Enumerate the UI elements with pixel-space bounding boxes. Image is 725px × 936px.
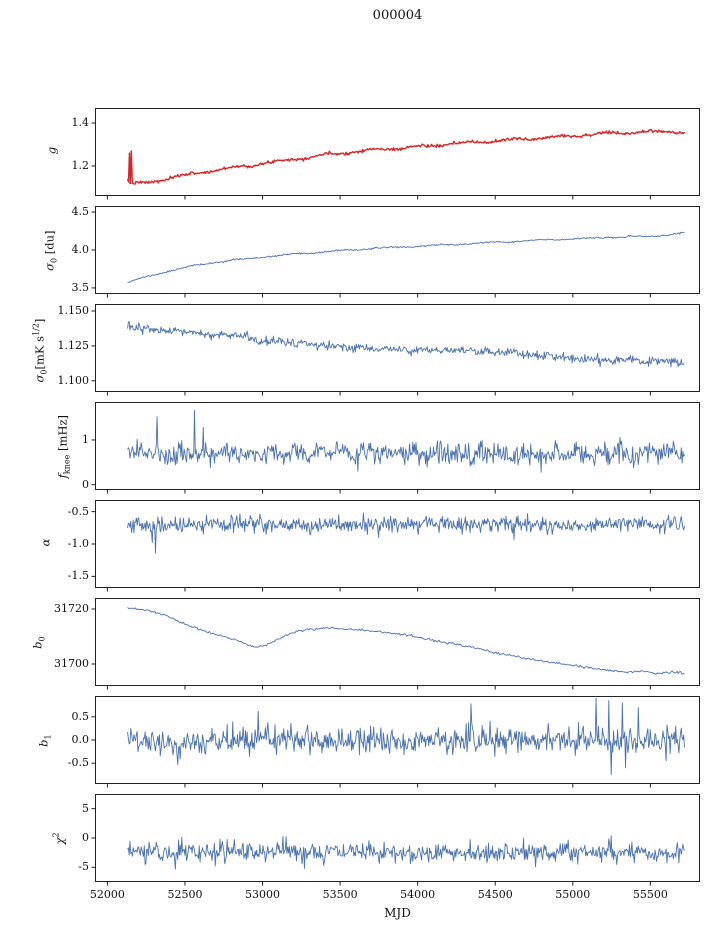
- series-sigma0-mK: [127, 320, 685, 368]
- y-tick-label: 1.4: [71, 116, 90, 130]
- series-alpha: [127, 512, 685, 554]
- y-tick-label: 31720: [54, 602, 89, 615]
- plot-b0: [91, 598, 700, 690]
- x-tick-label: 55500: [632, 888, 668, 901]
- x-tick-label: 54500: [477, 888, 513, 901]
- series-chi2: [127, 835, 685, 870]
- y-axis-label-fknee: fknee [mHz]: [55, 414, 72, 479]
- series-sigma0-du: [127, 231, 685, 284]
- y-tick-label: 5: [82, 801, 89, 815]
- y-tick-label: 1.150: [57, 303, 90, 317]
- plot-fknee: [91, 402, 700, 494]
- y-tick-label: 0.5: [71, 709, 90, 723]
- y-tick-label: 3.5: [71, 280, 90, 294]
- x-tick-label: 52500: [167, 888, 203, 901]
- plot-sigma0-du: [91, 206, 700, 298]
- y-tick-label: 4.5: [71, 205, 90, 219]
- series-fknee: [127, 410, 685, 473]
- figure-title: 000004: [372, 8, 423, 23]
- y-tick-label: -0.5: [67, 504, 89, 518]
- y-tick-label: 0.0: [71, 733, 90, 746]
- y-axis-label-sigma0-mK: σ0[mK s1/2]: [30, 318, 49, 383]
- x-tick-label: 55000: [555, 888, 591, 901]
- y-tick-label: 1.2: [71, 158, 90, 172]
- y-tick-label: 1: [82, 432, 89, 446]
- x-axis-label: MJD: [384, 906, 411, 920]
- plot-alpha: [91, 500, 700, 592]
- y-tick-label: 1.125: [57, 338, 90, 352]
- y-tick-label: 4.0: [71, 243, 90, 256]
- y-axis-label-chi2: χ2: [51, 832, 67, 845]
- plot-b1: [91, 696, 700, 788]
- y-tick-label: -1.5: [67, 569, 89, 583]
- y-tick-label: 0: [82, 831, 89, 844]
- y-tick-label: -1.0: [67, 537, 89, 550]
- series-g-fit: [126, 128, 686, 185]
- series-b0: [127, 606, 685, 675]
- y-tick-label: 0: [82, 477, 89, 491]
- x-tick-label: 53000: [245, 888, 281, 901]
- y-tick-label: 31700: [54, 657, 89, 670]
- y-tick-label: -5: [78, 860, 89, 874]
- x-tick-label: 54000: [400, 888, 436, 901]
- plot-chi2: [91, 794, 700, 886]
- y-tick-label: -0.5: [67, 756, 89, 770]
- y-tick-label: 1.100: [57, 373, 90, 387]
- series-g-data: [127, 128, 685, 185]
- x-tick-label: 52000: [89, 888, 125, 901]
- series-b1: [127, 697, 685, 776]
- plot-g: [91, 108, 700, 200]
- x-tick-label: 53500: [322, 888, 358, 901]
- plot-sigma0-mK: [91, 304, 700, 396]
